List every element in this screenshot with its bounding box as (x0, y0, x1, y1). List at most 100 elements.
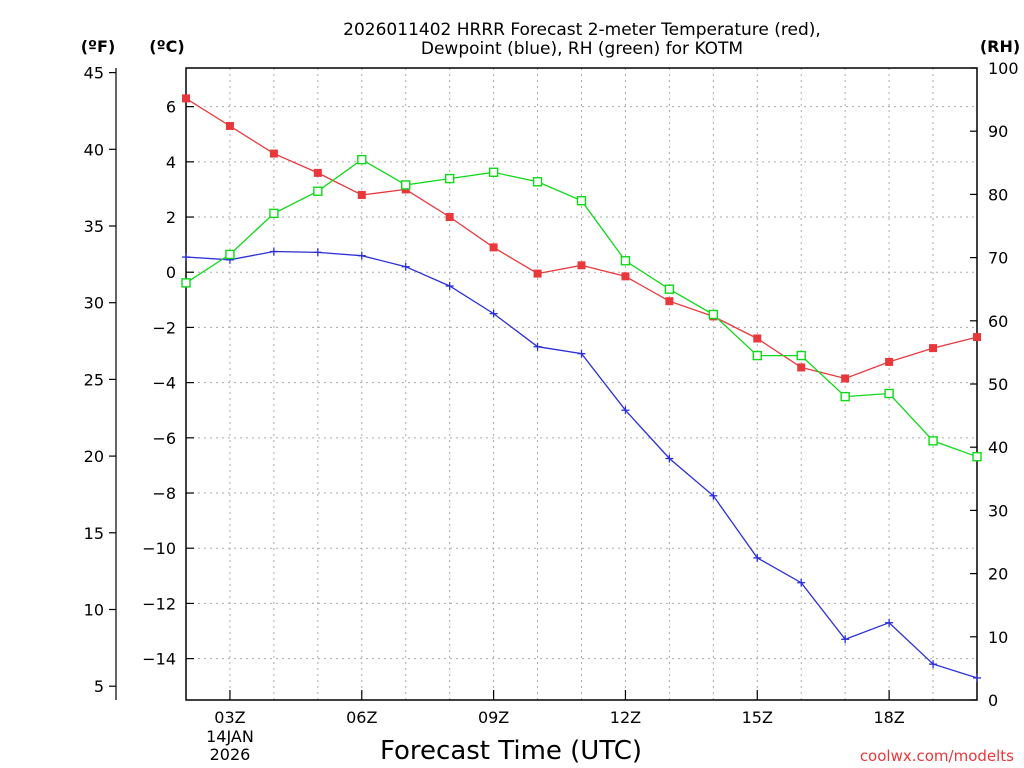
chart-title-line-2: Dewpoint (blue), RH (green) for KOTM (421, 39, 743, 59)
x-tick-label: 06Z (346, 708, 377, 727)
temperature-point (577, 261, 586, 270)
dewpoint-point (621, 406, 630, 415)
rh-point (532, 177, 543, 187)
axes: 6420−2−4−6−8−10−12−144540353025201510510… (84, 59, 1019, 764)
x-tick-label: 15Z (742, 708, 773, 727)
dewpoint-point (533, 342, 542, 351)
temperature-point (665, 297, 674, 306)
dewpoint-point (973, 673, 981, 682)
chart-title-line-1: 2026011402 HRRR Forecast 2-meter Tempera… (343, 20, 821, 40)
dewpoint-point (841, 635, 850, 644)
celsius-tick-label: 4 (166, 153, 176, 172)
dewpoint-point (885, 618, 894, 627)
rh-tick-label: 30 (988, 501, 1008, 520)
celsius-tick-label: 6 (166, 98, 176, 117)
rh-point (708, 309, 719, 320)
dewpoint-point (929, 660, 938, 669)
temperature-point (753, 334, 762, 343)
rh-point (928, 436, 938, 446)
rh-unit-label: (RH) (980, 37, 1020, 56)
dewpoint-point (489, 309, 498, 318)
dewpoint-point (182, 253, 190, 262)
x-tick-sublabel: 14JAN (206, 727, 254, 746)
dewpoint-point (665, 454, 674, 463)
grid-lines (186, 68, 977, 700)
rh-point (796, 350, 806, 361)
rh-tick-label: 100 (988, 59, 1019, 78)
rh-point (225, 249, 235, 260)
celsius-tick-label: −12 (142, 594, 176, 613)
x-tick-label: 12Z (610, 708, 641, 727)
temperature-point (182, 94, 190, 103)
dewpoint-point (797, 578, 806, 587)
rh-point (357, 154, 367, 165)
fahrenheit-tick-label: 10 (84, 600, 104, 619)
x-tick-sublabel: 2026 (210, 745, 251, 764)
rh-tick-label: 50 (988, 375, 1008, 394)
x-tick-label: 18Z (873, 708, 904, 727)
rh-point (664, 284, 675, 294)
temperature-point (445, 213, 454, 222)
fahrenheit-unit-label: (ºF) (81, 37, 116, 56)
x-axis-title: Forecast Time (UTC) (380, 736, 642, 766)
fahrenheit-tick-label: 5 (94, 677, 104, 696)
temperature-point (929, 344, 938, 353)
rh-tick-label: 70 (988, 249, 1008, 268)
celsius-tick-label: −10 (142, 539, 176, 558)
temperature-point (533, 269, 542, 278)
rh-point (576, 196, 587, 206)
celsius-tick-label: 0 (166, 263, 176, 282)
data-series (181, 94, 982, 682)
celsius-tick-label: −2 (152, 318, 176, 337)
rh-tick-label: 20 (988, 565, 1008, 584)
temperature-point (885, 357, 894, 366)
dewpoint-point (577, 349, 586, 358)
rh-tick-label: 60 (988, 312, 1008, 331)
temperature-point (797, 363, 806, 372)
temperature-point (489, 243, 498, 252)
rh-tick-label: 80 (988, 185, 1008, 204)
temperature-point (269, 149, 278, 158)
dewpoint-point (709, 491, 718, 500)
dewpoint-point (269, 247, 278, 256)
credit-text: coolwx.com/modelts (860, 747, 1014, 765)
celsius-tick-label: −14 (142, 650, 176, 669)
rh-point (401, 180, 411, 190)
fahrenheit-tick-label: 20 (84, 447, 104, 466)
rh-tick-label: 90 (988, 122, 1008, 141)
rh-tick-label: 10 (988, 628, 1008, 647)
dewpoint-point (445, 282, 454, 291)
rh-point (488, 167, 499, 177)
celsius-tick-label: 2 (166, 208, 176, 227)
celsius-unit-label: (ºC) (149, 37, 184, 56)
temperature-point (357, 190, 366, 199)
fahrenheit-tick-label: 15 (84, 524, 104, 543)
temperature-point (225, 121, 234, 130)
rh-tick-label: 0 (988, 691, 998, 710)
dewpoint-point (753, 553, 762, 562)
rh-point (752, 350, 762, 361)
celsius-tick-label: −6 (152, 429, 176, 448)
rh-point (840, 391, 850, 402)
fahrenheit-tick-label: 30 (84, 294, 104, 313)
rh-tick-label: 40 (988, 438, 1008, 457)
x-tick-label: 03Z (214, 708, 245, 727)
fahrenheit-tick-label: 35 (84, 217, 104, 236)
fahrenheit-tick-label: 40 (84, 140, 104, 159)
dewpoint-point (357, 251, 366, 260)
celsius-tick-label: −4 (152, 374, 176, 393)
celsius-tick-label: −8 (152, 484, 176, 503)
rh-point (181, 278, 191, 288)
rh-point (444, 173, 455, 184)
plot-frame (185, 67, 978, 701)
rh-point (972, 451, 982, 462)
temperature-point (841, 374, 850, 383)
temperature-point (621, 272, 630, 281)
fahrenheit-tick-label: 25 (84, 370, 104, 389)
dewpoint-point (313, 248, 322, 257)
temperature-point (973, 333, 981, 342)
fahrenheit-tick-label: 45 (84, 64, 104, 83)
rh-point (620, 256, 631, 266)
dewpoint-point (401, 262, 410, 271)
